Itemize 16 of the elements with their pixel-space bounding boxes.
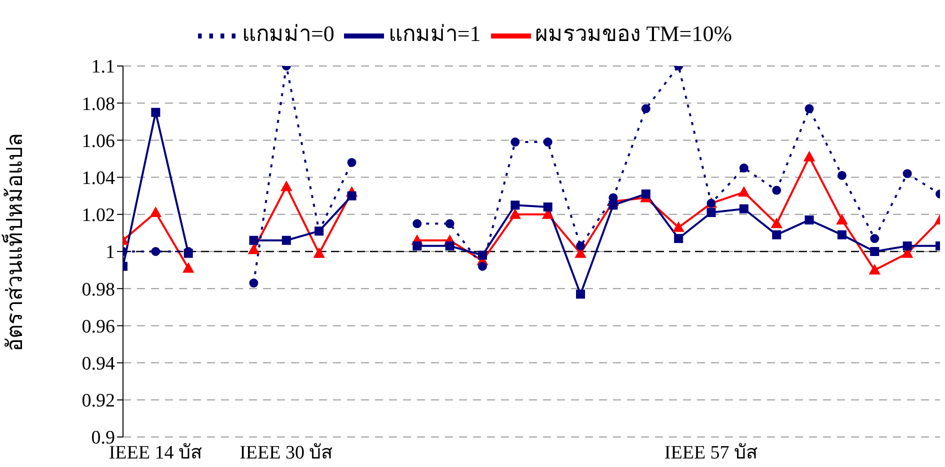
y-axis-title: อัตราส่วนแท็ปหม้อแปล	[0, 134, 27, 352]
y-tick-label: 1.1	[91, 56, 115, 78]
y-tick-label: 1.06	[82, 130, 115, 152]
legend-label: แกมม่า=1	[388, 21, 481, 46]
y-tick-label: 1.04	[82, 168, 116, 190]
legend-label: แกมม่า=0	[242, 21, 334, 46]
y-tick-label: 1.02	[82, 205, 115, 226]
legend-label: ผมรวมของ TM=10%	[534, 21, 732, 46]
y-tick-label: 0.98	[82, 279, 115, 300]
y-tick-label: 1	[106, 242, 115, 264]
y-tick-label: 1.08	[82, 94, 115, 115]
x-tick-label: IEEE 30 บัส	[240, 442, 334, 464]
x-tick-label: IEEE 57 บัส	[664, 442, 758, 464]
y-tick-label: 0.94	[82, 354, 116, 375]
y-tick-label: 0.96	[82, 316, 115, 338]
y-tick-label: 0.92	[82, 390, 115, 412]
